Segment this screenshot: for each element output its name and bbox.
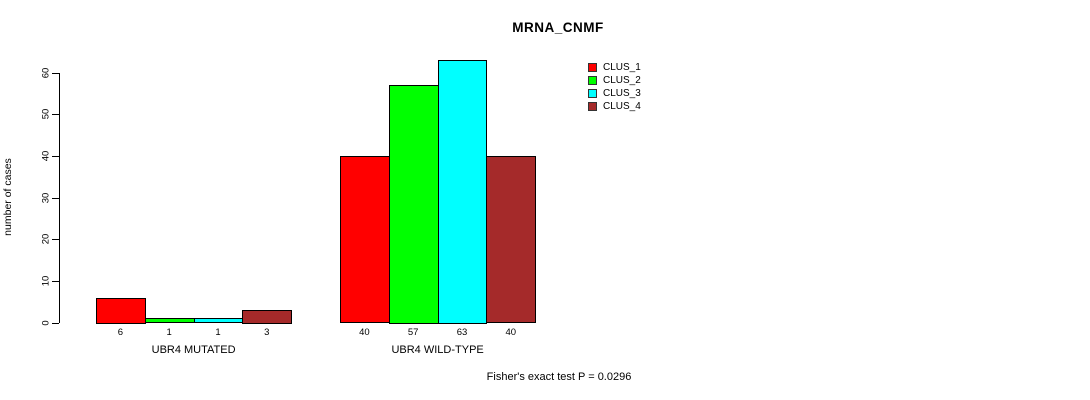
y-tick-label: 60 bbox=[40, 67, 52, 78]
legend-swatch bbox=[588, 63, 597, 72]
bar-value-label: 1 bbox=[215, 327, 221, 338]
stat-test-annotation: Fisher's exact test P = 0.0296 bbox=[486, 371, 632, 383]
legend-label: CLUS_2 bbox=[603, 75, 641, 86]
y-tick bbox=[52, 239, 59, 241]
legend-swatch bbox=[588, 89, 597, 98]
y-tick bbox=[52, 197, 59, 199]
legend-label: CLUS_3 bbox=[603, 88, 641, 99]
y-tick bbox=[52, 322, 59, 324]
legend-swatch bbox=[588, 102, 597, 111]
y-tick-label: 50 bbox=[40, 108, 52, 120]
bar-clus_3-1 bbox=[193, 318, 244, 324]
bar-value-label: 1 bbox=[166, 327, 172, 338]
chart-legend: CLUS_1 CLUS_2 CLUS_3 CLUS_4 bbox=[588, 61, 641, 113]
y-tick bbox=[52, 72, 59, 74]
bar-clus_1-1 bbox=[96, 297, 146, 324]
y-tick-label: 10 bbox=[40, 275, 52, 287]
bar-value-label: 57 bbox=[407, 327, 419, 338]
y-tick bbox=[52, 114, 59, 116]
bar-clus_2-1 bbox=[144, 318, 195, 324]
bar-value-label: 6 bbox=[117, 327, 124, 338]
x-category-label: UBR4 MUTATED bbox=[151, 344, 236, 356]
bar-clus_3-2 bbox=[437, 60, 488, 324]
y-tick bbox=[52, 280, 59, 282]
y-tick-label: 0 bbox=[40, 319, 52, 326]
bar-clus_1-2 bbox=[340, 155, 390, 324]
legend-item-clus_2: CLUS_2 bbox=[588, 74, 641, 87]
bar-value-label: 40 bbox=[505, 327, 517, 338]
legend-label: CLUS_4 bbox=[603, 101, 641, 112]
y-tick-label: 40 bbox=[40, 150, 52, 162]
legend-label: CLUS_1 bbox=[603, 62, 641, 73]
bar-value-label: 63 bbox=[456, 327, 468, 338]
y-tick bbox=[52, 155, 59, 157]
bar-clus_4-1 bbox=[242, 310, 293, 324]
legend-item-clus_1: CLUS_1 bbox=[588, 61, 641, 74]
legend-swatch bbox=[588, 76, 597, 85]
y-axis bbox=[59, 72, 60, 323]
legend-item-clus_4: CLUS_4 bbox=[588, 100, 641, 113]
x-category-label: UBR4 WILD-TYPE bbox=[391, 344, 484, 356]
legend-item-clus_3: CLUS_3 bbox=[588, 87, 641, 100]
y-tick-label: 20 bbox=[40, 233, 52, 245]
y-axis-label: number of cases bbox=[2, 158, 14, 236]
bar-value-label: 3 bbox=[264, 327, 270, 338]
bar-clus_4-2 bbox=[486, 155, 537, 324]
bar-clus_2-2 bbox=[388, 85, 439, 324]
y-tick-label: 30 bbox=[40, 192, 52, 203]
bar-value-label: 40 bbox=[359, 327, 370, 338]
chart-title: MRNA_CNMF bbox=[512, 20, 604, 35]
